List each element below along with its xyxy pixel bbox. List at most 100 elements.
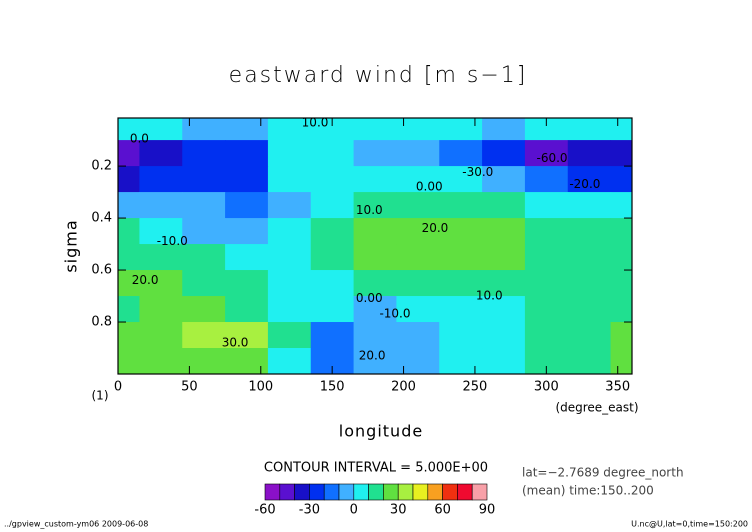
contour-cell (182, 322, 226, 349)
contour-cell (225, 244, 269, 271)
colorbar-box (323, 483, 340, 501)
contour-cell (118, 348, 140, 375)
contour-cell (118, 244, 140, 271)
contour-cell (118, 140, 140, 167)
contour-cell (182, 296, 226, 323)
x-tick-label: 150 (320, 380, 345, 395)
contour-cell (439, 244, 483, 271)
contour-cell (610, 244, 633, 271)
contour-label: -10.0 (157, 234, 188, 248)
colorbar-box (427, 483, 443, 501)
contour-label: 20.0 (422, 221, 449, 235)
colorbar-tick-label: -60 (254, 503, 275, 518)
contour-label: 0.0 (130, 131, 149, 145)
contour-cell (225, 296, 269, 323)
contour-label: -20.0 (569, 177, 600, 191)
y-tick-label: 0.6 (91, 263, 112, 278)
contour-cell (396, 244, 440, 271)
contour-cell (310, 296, 355, 323)
colorbar-box (264, 483, 281, 501)
colorbar-tick-label: 90 (479, 503, 496, 518)
contour-cell (396, 218, 440, 245)
contour-cell (610, 348, 633, 375)
colorbar-box (309, 483, 325, 501)
contour-cell (353, 118, 397, 141)
contour-cell (567, 244, 612, 271)
contour-cell (353, 140, 397, 167)
contour-cell (482, 118, 526, 141)
contour-cell (439, 296, 483, 323)
contour-cell (310, 118, 355, 141)
contour-cell (396, 140, 440, 167)
contour-cell (439, 166, 483, 193)
contour-cell (139, 218, 183, 245)
colorbar-box (397, 483, 414, 501)
contour-label: -60.0 (537, 151, 568, 165)
x-tick-label: 250 (463, 380, 488, 395)
contour-cell (482, 322, 526, 349)
colorbar-box (353, 483, 369, 501)
contour-label: 10.0 (476, 289, 503, 303)
contour-cell (118, 192, 140, 219)
contour-label: -10.0 (379, 307, 410, 321)
contour-cell (610, 322, 633, 349)
contour-label: -30.0 (462, 165, 493, 179)
colorbar-tick-label: 60 (434, 503, 451, 518)
contour-cell (524, 270, 569, 297)
contour-cell (396, 296, 440, 323)
contour-cell (610, 118, 633, 141)
colorbar-box (412, 483, 429, 501)
contour-interval: CONTOUR INTERVAL = 5.000E+00 (264, 461, 488, 476)
y-tick-label: 0.8 (91, 315, 112, 330)
contour-cell (396, 118, 440, 141)
contour-cell (396, 322, 440, 349)
colorbar-box (457, 483, 473, 501)
colorbar-tick-label: 30 (390, 503, 407, 518)
contour-cell (396, 348, 440, 375)
contour-cell (610, 218, 633, 245)
contour-cell (610, 270, 633, 297)
chart-title: eastward wind [m s−1] (229, 63, 528, 88)
contour-cell (439, 218, 483, 245)
contour-cell (267, 322, 312, 349)
contour-cell (310, 322, 355, 349)
contour-cell (267, 348, 312, 375)
contour-cell (267, 166, 312, 193)
contour-cell (139, 270, 183, 297)
contour-cell (567, 348, 612, 375)
contour-label: 10.0 (302, 116, 329, 130)
contour-label: 10.0 (356, 203, 383, 217)
contour-cell (267, 244, 312, 271)
contour-cell (439, 140, 483, 167)
contour-cell (182, 244, 226, 271)
contour-cell (118, 118, 140, 141)
contour-cell (567, 118, 612, 141)
contour-cell (267, 296, 312, 323)
footer: ../gpview_custom-ym06 2009-06-08 (4, 520, 148, 529)
contour-cell (267, 218, 312, 245)
contour-cell (610, 192, 633, 219)
contour-cell (567, 270, 612, 297)
x-tick-label: 100 (248, 380, 273, 395)
contour-cell (567, 166, 612, 193)
contour-cell (182, 140, 226, 167)
contour-cell (567, 322, 612, 349)
colorbar-box (383, 483, 399, 501)
contour-cell (225, 218, 269, 245)
contour-cell (139, 166, 183, 193)
contour-cell (567, 218, 612, 245)
contour-cell (310, 140, 355, 167)
contour-cell (118, 218, 140, 245)
contour-cell (139, 322, 183, 349)
contour-cell (225, 322, 269, 349)
contour-cell (439, 322, 483, 349)
contour-cell (482, 270, 526, 297)
contour-cell (353, 270, 397, 297)
contour-label: 0.00 (356, 291, 383, 305)
contour-cell (610, 296, 633, 323)
contour-cell (310, 244, 355, 271)
contour-cell (524, 166, 569, 193)
contour-cell (396, 192, 440, 219)
